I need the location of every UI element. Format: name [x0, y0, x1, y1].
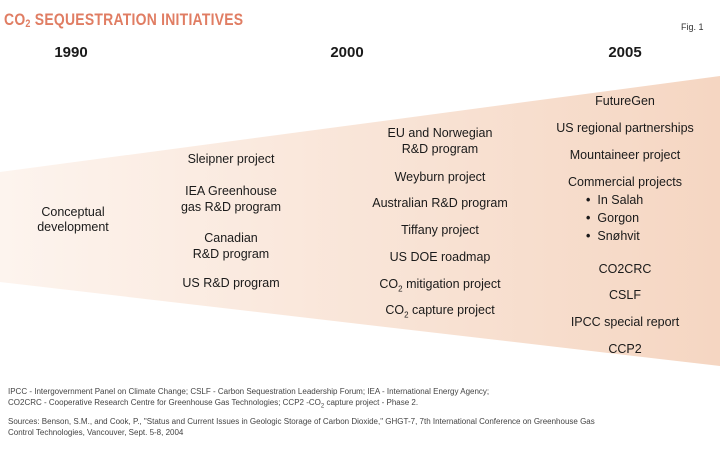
footer-source-line-1: Sources: Benson, S.M., and Cook, P., "St… [8, 417, 595, 426]
us-doe-roadmap: US DOE roadmap [389, 250, 491, 264]
page-title: CO2 SEQUESTRATION INITIATIVES [4, 10, 244, 30]
eu-line-2: R&D program [401, 142, 479, 156]
commercial-projects: Commercial projects [568, 175, 682, 189]
eu-line-1: EU and Norwegian [387, 126, 493, 140]
column-1990: Conceptual development [18, 205, 128, 235]
weyburn-project: Weyburn project [394, 170, 486, 184]
year-1990: 1990 [54, 44, 88, 61]
ipcc-special-report: IPCC special report [570, 315, 680, 329]
iea-line-1: IEA Greenhouse [185, 184, 277, 198]
footer-abbrev-line-2: CO2CRC - Cooperative Research Centre for… [8, 398, 419, 410]
conceptual-line-2: development [37, 220, 109, 234]
year-2005: 2005 [608, 44, 642, 61]
year-2000: 2000 [330, 44, 364, 61]
footer-abbrev-line-1: IPCC - Intergovernment Panel on Climate … [8, 387, 490, 396]
bullet-in-salah: In Salah [586, 193, 643, 208]
co2crc: CO2CRC [598, 262, 652, 276]
us-regional-partnerships: US regional partnerships [556, 121, 694, 135]
tiffany-project: Tiffany project [401, 223, 479, 237]
iea-line-2: gas R&D program [180, 200, 282, 214]
ccp2: CCP2 [608, 342, 642, 356]
canadian-line-1: Canadian [204, 231, 258, 245]
cslf: CSLF [609, 288, 641, 302]
us-rd-program: US R&D program [182, 276, 280, 290]
co2-mitigation-project: CO2 mitigation project [379, 277, 501, 294]
footer-source-line-2: Control Technologies, Vancouver, Sept. 5… [8, 428, 184, 437]
conceptual-line-1: Conceptual [41, 205, 105, 219]
futuregen: FutureGen [595, 94, 655, 108]
commercial-bullet-list: In Salah Gorgon Snøhvit [586, 193, 706, 244]
figure-label: Fig. 1 [681, 22, 704, 32]
co2-capture-project: CO2 capture project [385, 303, 495, 320]
mountaineer-project: Mountaineer project [569, 148, 681, 162]
canadian-line-2: R&D program [192, 247, 270, 261]
bullet-gorgon: Gorgon [586, 211, 643, 226]
australian-program: Australian R&D program [372, 196, 508, 210]
bullet-snohvit: Snøhvit [586, 229, 643, 244]
sleipner-project: Sleipner project [187, 152, 275, 166]
